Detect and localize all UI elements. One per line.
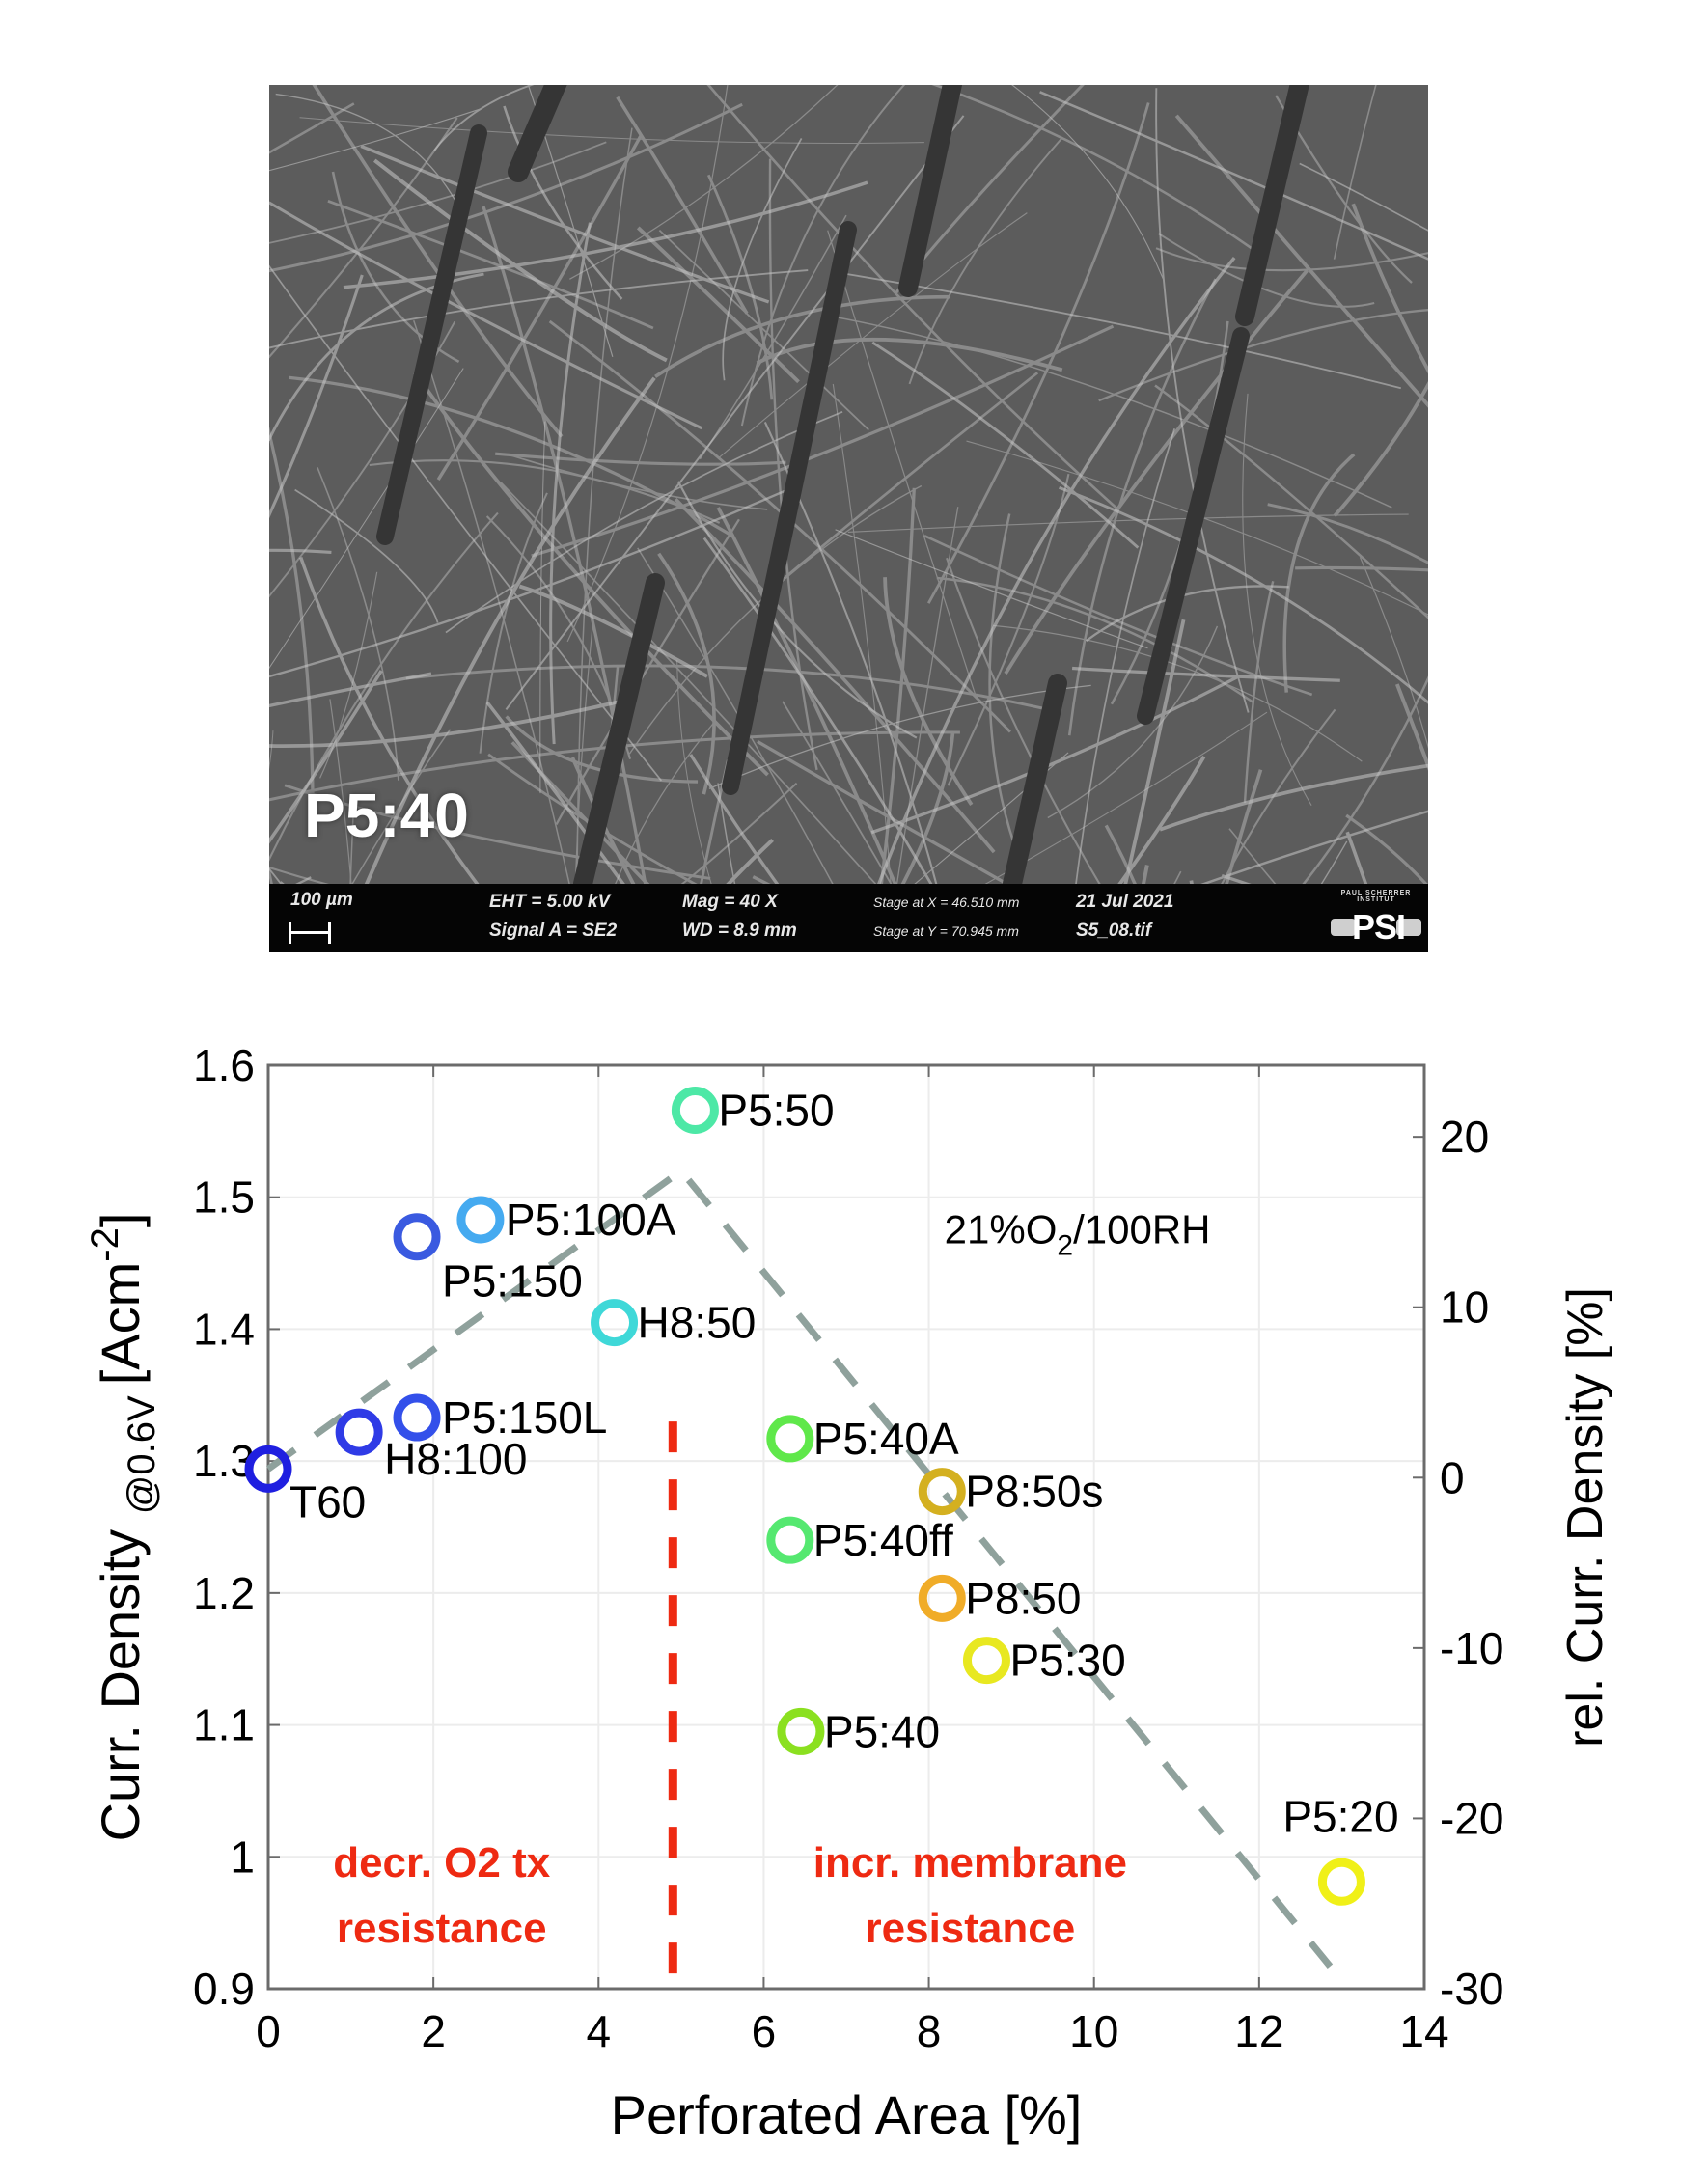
y-tick-label: 0.9: [193, 1964, 255, 2014]
data-point-marker: [456, 1196, 505, 1244]
x-tick-label: 2: [421, 2006, 446, 2056]
y2-tick-label: 20: [1440, 1112, 1489, 1162]
axes-frame: [266, 1063, 1426, 1991]
gridlines: [268, 1065, 1424, 1989]
data-point-label: P5:40: [824, 1706, 940, 1756]
psi-mark: PSI: [1352, 907, 1406, 947]
y2-tick-label: -30: [1440, 1964, 1503, 2014]
y2-tick-label: -20: [1440, 1793, 1503, 1843]
y-tick-label: 1.5: [193, 1172, 255, 1223]
data-point-label: P8:50s: [965, 1467, 1103, 1517]
x-tick-label: 12: [1234, 2006, 1283, 2056]
data-point-label: T60: [289, 1476, 366, 1527]
y-tick-label: 1.6: [193, 1040, 255, 1090]
stage-x-value: Stage at X = 46.510 mm: [873, 895, 1020, 910]
condition-annotation: 21%O2/100RH: [945, 1207, 1211, 1262]
data-point-label: P8:50: [965, 1573, 1081, 1623]
sample-label: P5:40: [304, 781, 469, 850]
plot-frame: [266, 1063, 1426, 1991]
y2-axis-label: rel. Curr. Density [%]: [1557, 1287, 1613, 1748]
data-point-marker: [766, 1415, 814, 1463]
stage-y-value: Stage at Y = 70.945 mm: [873, 923, 1019, 939]
y2-tick-label: 10: [1440, 1282, 1489, 1333]
scale-bar-icon: [289, 922, 331, 944]
region-annotation: resistance: [337, 1905, 547, 1952]
x-tick-label: 14: [1399, 2006, 1448, 2056]
scale-bar-label: 100 µm: [290, 890, 353, 910]
data-point-label: P5:150: [442, 1256, 583, 1307]
data-point-label: P5:20: [1282, 1791, 1398, 1841]
data-point-marker: [671, 1086, 719, 1134]
perforation-slits: [376, 85, 1309, 884]
data-point-marker: [393, 1393, 441, 1442]
sem-info-bar: 100 µm EHT = 5.00 kV Signal A = SE2 Mag …: [269, 884, 1428, 952]
data-point-label: H8:50: [638, 1298, 757, 1348]
data-point-marker: [918, 1574, 966, 1622]
mag-value: Mag = 40 X: [682, 892, 778, 912]
data-point-label: P5:100A: [506, 1195, 676, 1245]
institute-name: PAUL SCHERRER INSTITUT: [1340, 890, 1412, 903]
filename-value: S5_08.tif: [1076, 921, 1152, 941]
x-tick-label: 4: [586, 2006, 611, 2056]
axis-ticks: 0 2 4 6 8 10 12 14 0.9 1 1.1 1.2 1.3 1.4 1.5 1.6 -30 -20 -…: [193, 1040, 1503, 2056]
y-tick-label: 1.2: [193, 1568, 255, 1618]
region-annotation: incr. membrane: [813, 1839, 1127, 1886]
current-density-chart: 0 2 4 6 8 10 12 14 0.9 1 1.1 1.2 1.3 1.4 1.5 1.6 -30 -20 -…: [0, 965, 1708, 2170]
data-point-marker: [777, 1707, 825, 1755]
psi-logo-icon: PAUL SCHERRER INSTITUT PSI: [1331, 890, 1421, 946]
x-tick-label: 8: [917, 2006, 942, 2056]
chart-canvas: 0 2 4 6 8 10 12 14 0.9 1 1.1 1.2 1.3 1.4 1.5 1.6 -30 -20 -…: [84, 1040, 1613, 2145]
region-annotation: decr. O2 tx: [333, 1839, 551, 1886]
data-point-label: P5:150L: [442, 1392, 607, 1443]
y-tick-label: 1.3: [193, 1436, 255, 1486]
annotations: 21%O2/100RH decr. O2 tx resistance incr. me…: [333, 1207, 1210, 1953]
x-tick-label: 6: [752, 2006, 777, 2056]
data-point-label: H8:100: [384, 1434, 527, 1484]
fiber-texture: [269, 85, 1428, 884]
data-point-marker: [766, 1516, 814, 1564]
y-tick-label: 1.1: [193, 1700, 255, 1750]
data-point-marker: [591, 1299, 639, 1347]
data-point-label: P5:40ff: [813, 1515, 953, 1565]
x-tick-label: 10: [1069, 2006, 1118, 2056]
data-point-marker: [244, 1445, 292, 1493]
x-tick-label: 0: [256, 2006, 281, 2056]
eht-value: EHT = 5.00 kV: [489, 892, 611, 912]
data-point-label: P5:50: [718, 1085, 834, 1135]
axis-labels: Perforated Area [%] Curr. Density @0.6V […: [84, 1213, 1613, 2145]
data-point-marker: [1317, 1858, 1365, 1906]
date-value: 21 Jul 2021: [1076, 892, 1174, 912]
data-point-marker: [962, 1637, 1010, 1685]
y2-tick-label: -10: [1440, 1623, 1503, 1673]
y-axis-label: Curr. Density @0.6V [Acm-2]: [84, 1213, 163, 1842]
y2-tick-label: 0: [1440, 1452, 1465, 1502]
signal-value: Signal A = SE2: [489, 921, 618, 941]
x-axis-label: Perforated Area [%]: [611, 2084, 1083, 2145]
y-tick-label: 1.4: [193, 1304, 255, 1354]
data-point-label: P5:40A: [813, 1414, 959, 1464]
data-point-marker: [918, 1468, 966, 1516]
sem-micrograph: P5:40 100 µm EHT = 5.00 kV Signal A = SE…: [269, 85, 1428, 952]
data-point-label: P5:30: [1009, 1636, 1125, 1686]
data-point-marker: [393, 1213, 441, 1261]
y-tick-label: 1: [230, 1831, 255, 1882]
wd-value: WD = 8.9 mm: [682, 921, 797, 941]
region-annotation: resistance: [866, 1905, 1076, 1952]
data-point-marker: [335, 1408, 383, 1456]
